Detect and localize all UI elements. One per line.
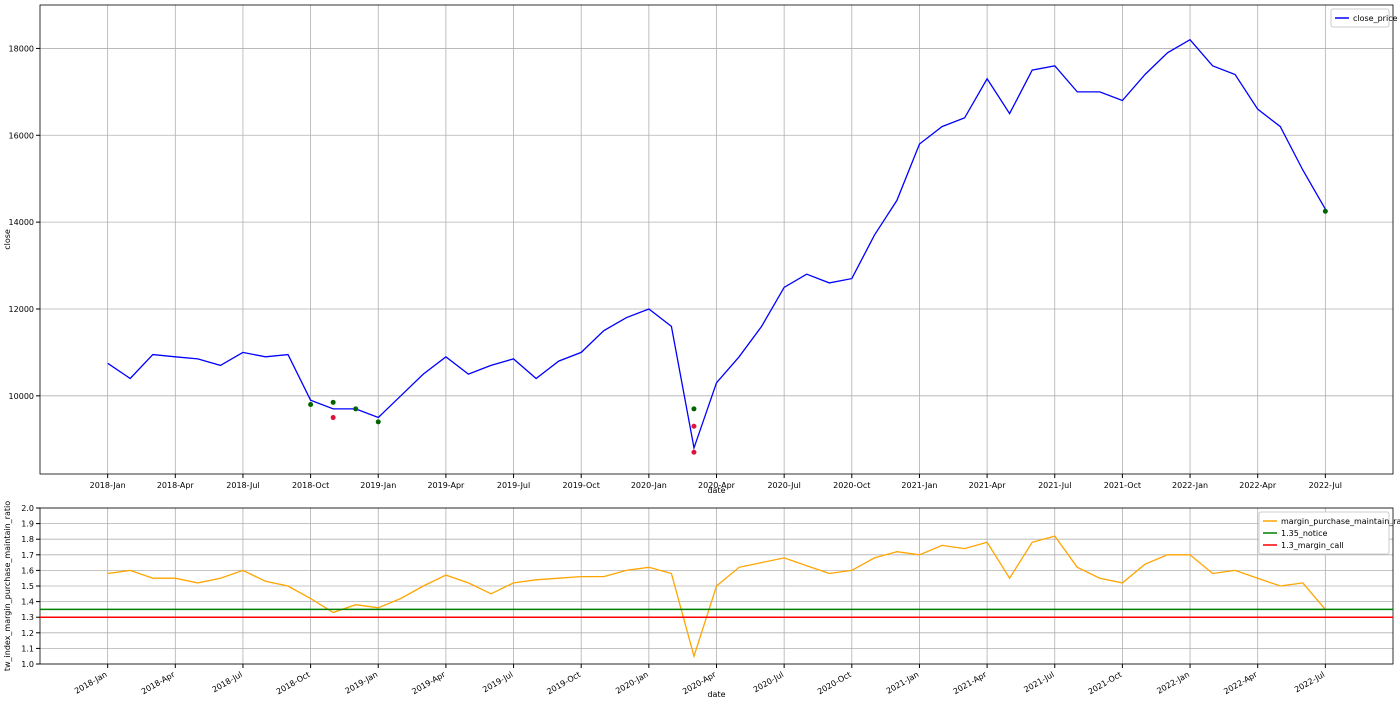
- x-tick-label: 2019-Jan: [360, 481, 396, 490]
- x-tick-label: 2020-Oct: [833, 481, 870, 490]
- x-tick-label: 2021-Apr: [952, 670, 989, 697]
- x-axis-label: date: [707, 486, 725, 495]
- y-tick-label: 2.0: [21, 504, 34, 513]
- x-tick-label: 2022-Jan: [1155, 670, 1191, 696]
- x-tick-label: 2018-Jul: [226, 481, 259, 490]
- y-tick-label: 1.9: [21, 520, 34, 529]
- y-tick-label: 1.4: [21, 598, 34, 607]
- x-tick-label: 2020-Jan: [631, 481, 667, 490]
- x-tick-label: 2022-Apr: [1239, 481, 1277, 490]
- x-tick-label: 2019-Oct: [563, 481, 600, 490]
- y-tick-label: 14000: [9, 218, 34, 227]
- x-tick-label: 2019-Jan: [344, 670, 380, 696]
- x-tick-label: 2021-Jan: [885, 670, 921, 696]
- x-tick-label: 2018-Apr: [157, 481, 195, 490]
- x-tick-label: 2019-Apr: [410, 670, 447, 697]
- signal-point: [375, 419, 381, 425]
- x-tick-label: 2018-Jan: [73, 670, 109, 696]
- signal-point: [691, 423, 697, 429]
- x-tick-label: 2022-Jul: [1293, 670, 1326, 694]
- y-tick-label: 1.1: [21, 644, 34, 653]
- y-tick-label: 18000: [9, 44, 34, 53]
- x-tick-label: 2022-Jul: [1309, 481, 1342, 490]
- y-tick-label: 1.3: [21, 613, 34, 622]
- x-tick-label: 2022-Jan: [1172, 481, 1208, 490]
- x-tick-label: 2021-Jan: [901, 481, 937, 490]
- signal-point: [691, 406, 697, 412]
- legend-label: 1.3_margin_call: [1281, 541, 1344, 550]
- signal-point: [353, 406, 359, 412]
- x-tick-label: 2021-Apr: [969, 481, 1007, 490]
- y-tick-label: 1.6: [21, 566, 34, 575]
- y-tick-label: 1.0: [21, 660, 34, 669]
- legend-label: close_price: [1353, 14, 1398, 23]
- y-tick-label: 16000: [9, 131, 34, 140]
- legend-box: [1330, 8, 1390, 28]
- x-tick-label: 2019-Oct: [545, 670, 582, 696]
- x-tick-label: 2020-Jul: [752, 670, 785, 694]
- x-tick-label: 2018-Jan: [90, 481, 126, 490]
- plot-frame: [39, 507, 1394, 665]
- y-tick-label: 10000: [9, 392, 34, 401]
- y-tick-label: 1.2: [21, 629, 34, 638]
- x-tick-label: 2019-Jul: [497, 481, 530, 490]
- legend-label: margin_purchase_maintain_ratio: [1281, 517, 1400, 526]
- line-series: [107, 535, 1326, 659]
- x-tick-label: 2022-Apr: [1222, 670, 1259, 697]
- x-tick-label: 2021-Jul: [1038, 481, 1071, 490]
- y-axis-label: tw_index_margin_purchase_maintain_ratio: [3, 501, 12, 671]
- y-tick-label: 1.5: [21, 582, 34, 591]
- signal-point: [308, 402, 314, 408]
- x-tick-label: 2020-Jan: [614, 670, 650, 696]
- x-axis-label: date: [707, 690, 725, 699]
- x-tick-label: 2019-Jul: [481, 670, 514, 694]
- signal-point: [691, 449, 697, 455]
- x-tick-label: 2020-Jul: [767, 481, 800, 490]
- y-axis-label: close: [3, 229, 12, 250]
- y-tick-label: 12000: [9, 305, 34, 314]
- y-tick-label: 1.7: [21, 551, 34, 560]
- legend-label: 1.35_notice: [1281, 529, 1328, 538]
- legend-box: [1258, 511, 1390, 555]
- signal-point: [330, 399, 336, 405]
- x-tick-label: 2018-Apr: [140, 670, 177, 697]
- x-tick-label: 2021-Oct: [1087, 670, 1124, 696]
- x-tick-label: 2018-Oct: [292, 481, 329, 490]
- line-series: [107, 38, 1326, 451]
- x-tick-label: 2018-Jul: [211, 670, 244, 694]
- x-tick-label: 2021-Jul: [1022, 670, 1055, 694]
- x-tick-label: 2019-Apr: [427, 481, 465, 490]
- x-tick-label: 2020-Apr: [698, 481, 736, 490]
- x-tick-label: 2018-Oct: [275, 670, 312, 696]
- signal-point: [330, 415, 336, 421]
- x-tick-label: 2021-Oct: [1104, 481, 1141, 490]
- plot-frame: [39, 4, 1394, 475]
- x-tick-label: 2020-Oct: [816, 670, 853, 696]
- y-tick-label: 1.8: [21, 535, 34, 544]
- signal-point: [1322, 208, 1328, 214]
